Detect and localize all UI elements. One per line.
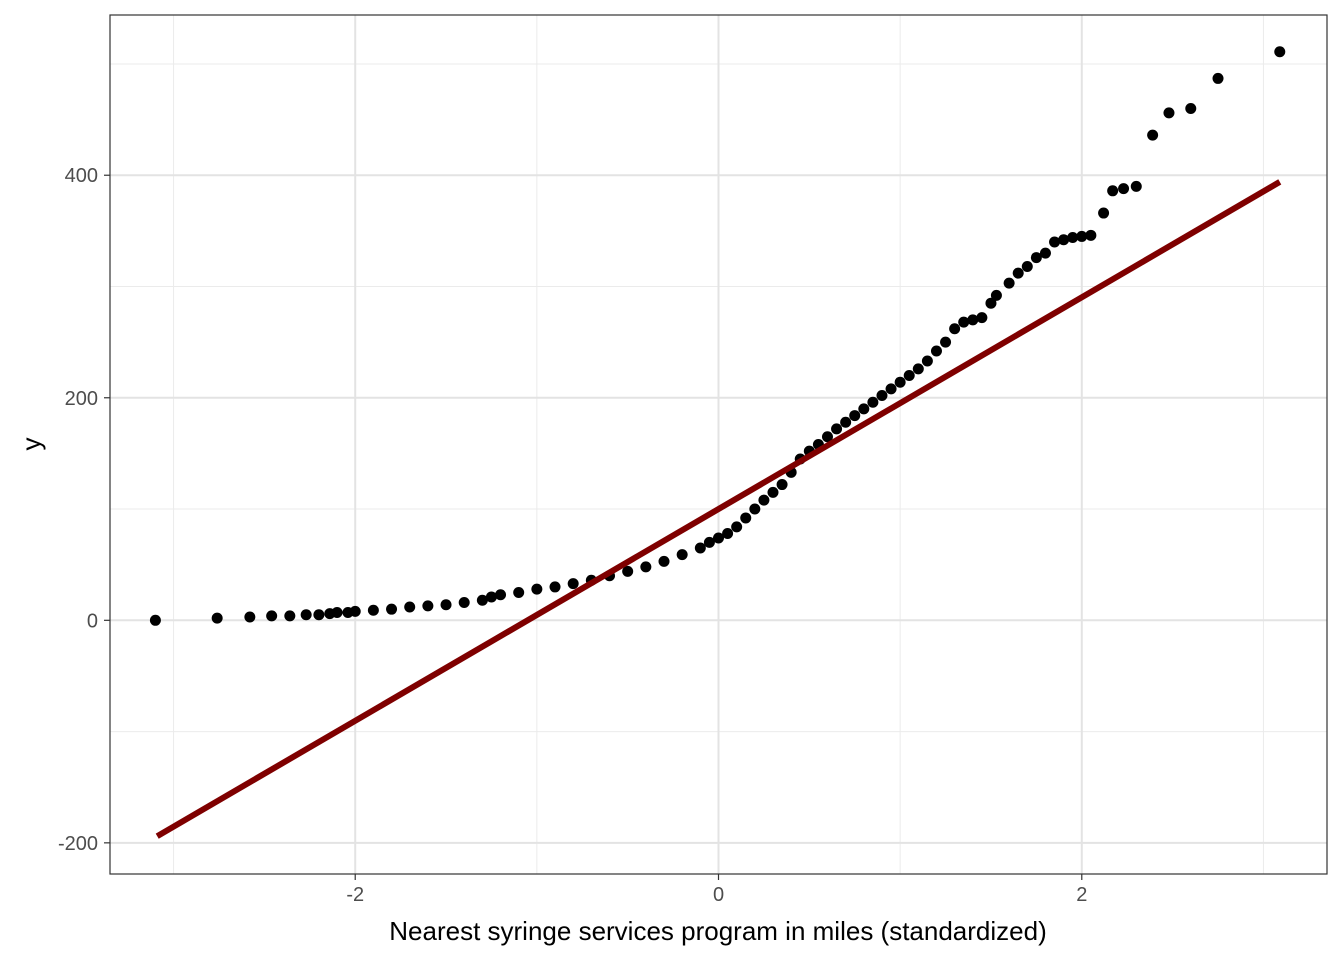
data-point	[940, 336, 952, 348]
data-point	[949, 323, 961, 335]
data-point	[567, 578, 579, 590]
data-point	[921, 355, 933, 367]
data-point	[703, 536, 715, 548]
data-point	[831, 423, 843, 435]
x-tick-labels: -2 0 2	[346, 884, 1087, 906]
data-point	[903, 370, 915, 382]
y-tick-label: 200	[65, 388, 98, 410]
data-point	[284, 610, 296, 622]
x-tick-label: -2	[346, 884, 364, 906]
data-point	[912, 363, 924, 375]
data-point	[731, 521, 743, 533]
major-gridlines	[110, 15, 1327, 874]
data-point	[894, 376, 906, 388]
data-points	[149, 46, 1286, 626]
data-point	[749, 503, 761, 515]
reference-line-group	[155, 179, 1282, 839]
data-point	[976, 312, 988, 324]
data-point	[958, 316, 970, 328]
data-point	[1163, 107, 1175, 119]
data-point	[1049, 236, 1061, 248]
y-tick-label: -200	[58, 833, 98, 855]
data-point	[440, 599, 452, 611]
data-point	[767, 486, 779, 498]
data-point	[1003, 277, 1015, 289]
data-point	[1274, 46, 1286, 58]
y-tick-label: 400	[65, 165, 98, 187]
data-point	[876, 390, 888, 402]
y-axis-title: y	[16, 438, 46, 451]
data-point	[513, 586, 525, 598]
data-point	[821, 431, 833, 443]
data-point	[1030, 252, 1042, 264]
data-point	[676, 549, 688, 561]
data-point	[713, 532, 724, 544]
data-point	[840, 416, 852, 428]
data-point	[1130, 180, 1142, 192]
data-point	[985, 297, 997, 309]
data-point	[858, 403, 870, 415]
data-point	[1021, 260, 1033, 272]
data-point	[404, 601, 416, 613]
data-point	[211, 612, 223, 624]
data-point	[722, 528, 734, 540]
data-point	[266, 610, 278, 622]
data-point	[658, 555, 670, 567]
data-point	[422, 600, 434, 612]
data-point	[849, 410, 861, 422]
data-point	[1012, 267, 1024, 279]
data-point	[930, 345, 942, 357]
data-point	[386, 603, 398, 615]
reference-line	[155, 179, 1282, 839]
data-point	[967, 314, 979, 326]
data-point	[1039, 247, 1051, 259]
data-point	[1098, 207, 1110, 219]
data-point	[867, 396, 879, 408]
data-point	[549, 581, 561, 593]
data-point	[1067, 232, 1079, 244]
data-point	[1058, 234, 1070, 246]
data-point	[990, 289, 1002, 301]
data-point	[640, 561, 652, 573]
data-point	[776, 479, 788, 491]
data-point	[495, 589, 507, 601]
data-point	[331, 607, 343, 619]
data-point	[1085, 229, 1097, 241]
data-point	[1212, 72, 1224, 84]
data-point	[313, 609, 325, 621]
y-tick-labels: -200 0 200 400	[58, 165, 98, 855]
axis-ticks	[104, 174, 1083, 880]
data-point	[1118, 183, 1130, 195]
x-axis-title: Nearest syringe services program in mile…	[389, 916, 1046, 946]
data-point	[1107, 185, 1119, 197]
x-tick-label: 2	[1076, 884, 1087, 906]
data-point	[531, 583, 543, 595]
data-point	[300, 609, 312, 621]
data-point	[622, 565, 634, 577]
data-point	[758, 494, 770, 506]
data-point	[1076, 230, 1088, 242]
data-point	[244, 611, 256, 623]
y-tick-label: 0	[87, 610, 98, 632]
data-point	[1185, 102, 1197, 114]
data-point	[1147, 129, 1159, 141]
data-point	[349, 605, 361, 617]
x-tick-label: 0	[713, 884, 724, 906]
data-point	[458, 597, 470, 609]
data-point	[476, 594, 488, 606]
data-point	[367, 604, 379, 616]
data-point	[740, 512, 752, 524]
data-point	[885, 383, 897, 395]
data-point	[149, 614, 161, 626]
data-point	[694, 542, 706, 554]
data-point	[485, 591, 497, 603]
